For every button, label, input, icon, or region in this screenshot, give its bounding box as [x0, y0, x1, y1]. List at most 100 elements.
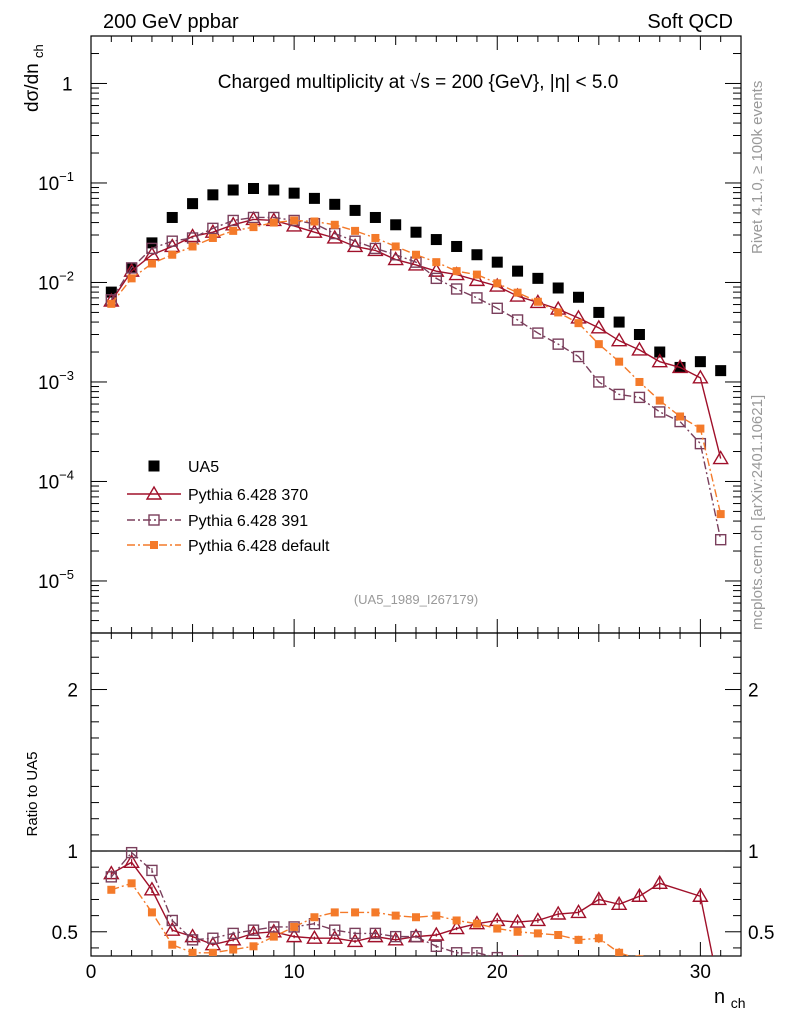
- ratio-point: [554, 931, 563, 940]
- y-tick-label: 10−3: [38, 368, 74, 394]
- ratio-point: [227, 927, 239, 940]
- data-point: [655, 396, 664, 405]
- data-point: [166, 235, 178, 247]
- data-point: [227, 184, 239, 196]
- ratio-point: [432, 911, 441, 920]
- data-point: [451, 240, 463, 252]
- data-point: [188, 242, 197, 251]
- data-point: [468, 271, 486, 287]
- data-point: [105, 286, 117, 298]
- axes-group: 0 10 20 30 1 10−1 10−2 10−3 10−4 10−5 0.5 0.5 1 1 2 2: [38, 35, 774, 983]
- ratio-point: [695, 983, 705, 993]
- data-point: [306, 223, 323, 238]
- data-point: [692, 369, 709, 384]
- ratio-point: [387, 931, 404, 946]
- data-point: [412, 250, 420, 259]
- legend-item: Pythia 6.428 391: [127, 513, 308, 530]
- data-point: [430, 272, 443, 285]
- data-point: [107, 299, 116, 308]
- ratio-point: [529, 912, 547, 927]
- data-point: [387, 251, 404, 266]
- data-point: [249, 223, 258, 232]
- y-tick-label: 1: [62, 74, 73, 95]
- data-point: [572, 350, 585, 363]
- data-point: [227, 214, 239, 227]
- ratio-tick-label: 2: [748, 681, 759, 702]
- ratio-point: [288, 921, 300, 933]
- legend-item: UA5: [148, 459, 219, 476]
- ratio-point: [452, 916, 461, 925]
- legend-label: Pythia 6.428 370: [188, 487, 308, 504]
- data-point: [450, 283, 463, 295]
- header-left: 200 GeV ppbar: [103, 11, 239, 33]
- data-point: [146, 242, 158, 255]
- data-point: [407, 256, 425, 271]
- ratio-series-group: [103, 846, 714, 993]
- data-point: [326, 229, 343, 244]
- data-point: [615, 357, 624, 366]
- data-point: [369, 242, 382, 255]
- data-point: [166, 211, 178, 223]
- data-point: [187, 198, 199, 210]
- data-point: [714, 533, 727, 546]
- data-point: [712, 450, 729, 465]
- chart-title: Charged multiplicity at √s = 200 {GeV}, …: [218, 72, 619, 93]
- legend: UA5 Pythia 6.428 370 Pythia 6.428 391 Pythi…: [127, 459, 330, 555]
- data-point: [552, 282, 564, 294]
- ratio-point: [351, 908, 360, 917]
- ratio-point: [127, 879, 136, 888]
- ratio-point: [330, 908, 339, 917]
- legend-label: UA5: [188, 459, 219, 476]
- ratio-point: [245, 925, 262, 940]
- ratio-point: [655, 967, 665, 977]
- ratio-point: [125, 846, 138, 859]
- x-tick-label: 30: [690, 962, 711, 983]
- ratio-point: [208, 948, 217, 956]
- ratio-point: [656, 957, 664, 965]
- ratio-point: [249, 942, 258, 951]
- legend-label: Pythia 6.428 default: [188, 538, 330, 555]
- ratio-point: [329, 924, 341, 936]
- data-point: [590, 319, 608, 334]
- data-point: [613, 388, 625, 401]
- data-point: [574, 319, 583, 328]
- data-point: [369, 211, 381, 223]
- header-right: Soft QCD: [647, 11, 733, 33]
- data-point: [432, 258, 441, 267]
- ratio-tick-label: 2: [67, 681, 78, 702]
- data-point: [651, 353, 668, 368]
- data-point: [631, 341, 648, 356]
- ratio-point: [346, 933, 364, 948]
- data-point: [613, 316, 625, 328]
- ratio-point: [631, 887, 648, 902]
- ratio-point: [634, 970, 644, 980]
- ratio-plot-frame: [90, 632, 742, 957]
- data-point: [290, 216, 299, 225]
- data-point: [127, 274, 136, 283]
- data-point: [268, 184, 280, 196]
- ratio-point: [428, 926, 445, 941]
- ratio-point: [553, 964, 563, 974]
- data-point: [247, 211, 260, 224]
- ratio-point: [186, 934, 199, 946]
- ratio-point: [471, 947, 483, 956]
- data-point: [310, 217, 319, 226]
- data-point: [633, 391, 646, 404]
- data-point: [351, 226, 360, 235]
- data-point: [635, 377, 644, 386]
- y-tick-label: 10−1: [38, 169, 74, 195]
- series-line: [110, 218, 722, 459]
- ratio-point: [107, 885, 116, 894]
- ratio-tick-label: 1: [748, 842, 759, 863]
- ratio-point: [188, 948, 197, 956]
- y-axis-label: dσ/dn ch: [22, 44, 46, 112]
- ratio-point: [614, 977, 624, 987]
- data-point: [554, 308, 563, 317]
- ratio-tick-label: 1: [67, 842, 78, 863]
- ratio-point: [310, 913, 319, 922]
- y-tick-label: 10−5: [38, 567, 74, 593]
- ratio-point: [675, 961, 685, 971]
- ratio-point: [229, 945, 238, 954]
- ratio-point: [389, 930, 402, 943]
